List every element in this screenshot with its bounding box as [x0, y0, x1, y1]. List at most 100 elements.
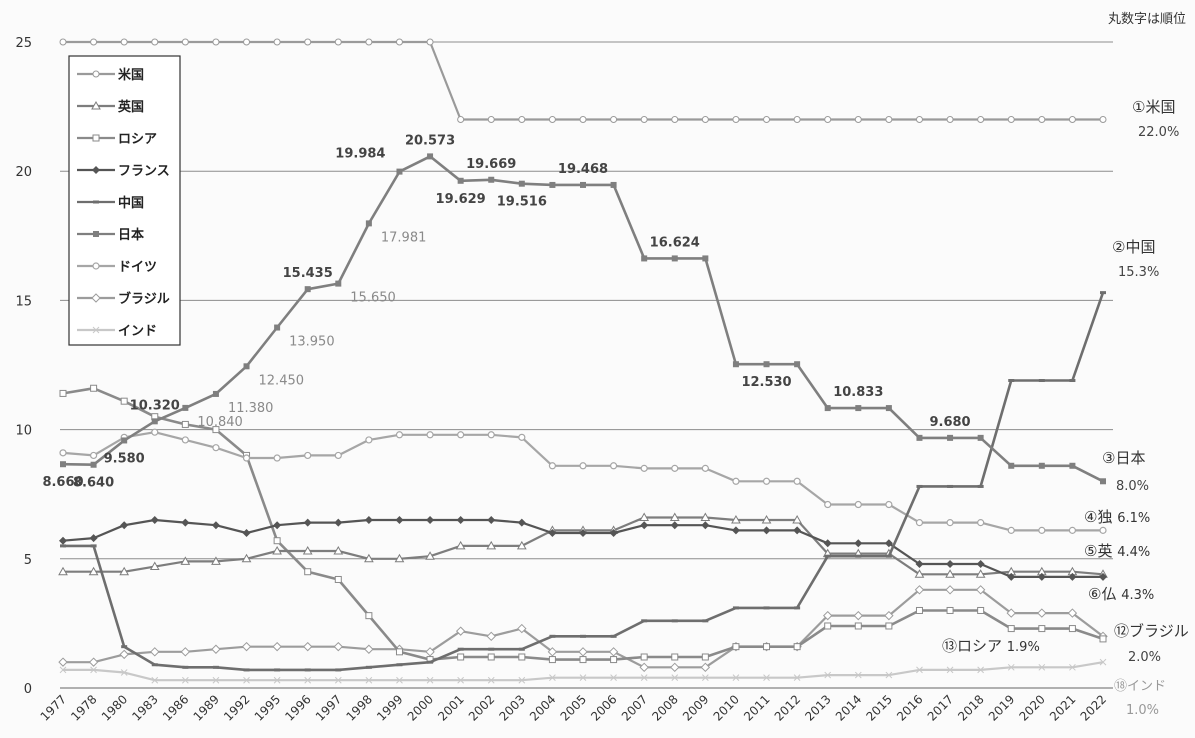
x-tick-label: 1997 — [313, 692, 344, 723]
data-point — [824, 500, 832, 509]
data-point — [333, 546, 344, 555]
data-point — [609, 528, 618, 537]
japan-data-label: 11.380 — [228, 401, 273, 416]
data-point — [701, 464, 709, 472]
data-point — [977, 434, 984, 441]
data-point — [671, 464, 679, 472]
data-point — [60, 544, 66, 548]
data-point-stroke — [365, 676, 373, 684]
data-point — [365, 38, 373, 46]
data-point — [457, 653, 465, 661]
data-point — [824, 622, 832, 630]
data-point — [1100, 478, 1106, 485]
data-point — [1038, 526, 1046, 534]
legend-label: 英国 — [117, 99, 144, 115]
data-point — [854, 622, 862, 630]
data-point — [487, 431, 495, 439]
data-point — [580, 634, 586, 638]
data-point — [59, 389, 67, 397]
data-point — [334, 676, 342, 684]
data-point — [549, 634, 556, 638]
x-tick-label: 2011 — [741, 692, 772, 723]
data-point — [456, 516, 465, 525]
data-point — [640, 521, 649, 530]
y-axis: 0 5 10 15 20 25 — [15, 36, 32, 697]
data-point — [303, 518, 312, 527]
data-point — [242, 528, 251, 537]
data-point — [427, 660, 434, 664]
x-tick-label: 2008 — [649, 692, 680, 723]
data-point — [90, 544, 97, 548]
x-tick-label: 2020 — [1016, 692, 1047, 723]
data-point — [120, 669, 128, 676]
data-point-stroke — [304, 676, 312, 684]
data-point — [211, 521, 220, 530]
data-point — [365, 676, 373, 684]
data-point-stroke — [732, 674, 740, 682]
data-point — [884, 610, 894, 621]
data-point — [89, 451, 98, 460]
data-point — [731, 526, 740, 535]
data-point — [88, 657, 99, 667]
data-point — [1099, 658, 1107, 666]
rank-label-米国: ①米国 — [1132, 98, 1175, 116]
rank-name: ⑥仏 — [1088, 585, 1121, 603]
series-line — [63, 40, 1103, 121]
data-point-stroke — [181, 676, 189, 684]
japan-data-label: 10.840 — [197, 415, 243, 430]
data-point — [885, 554, 892, 558]
data-point — [1008, 379, 1015, 383]
data-point — [763, 116, 771, 124]
data-point — [487, 653, 495, 661]
data-point — [823, 539, 832, 548]
x-tick-label: 1995 — [252, 692, 283, 723]
data-point — [824, 554, 831, 558]
data-point — [1099, 572, 1107, 581]
japan-data-label: 15.435 — [283, 266, 333, 281]
data-point — [120, 38, 128, 46]
japan-data-label: 12.530 — [741, 375, 791, 390]
data-point — [762, 526, 771, 535]
data-point — [1069, 379, 1076, 383]
x-tick-label: 2015 — [864, 692, 895, 723]
x-tick-label: 2003 — [496, 692, 527, 723]
series-インド — [59, 658, 1107, 684]
data-point — [885, 116, 893, 124]
data-point — [977, 519, 985, 527]
legend-label: フランス — [118, 164, 170, 179]
data-point-stroke — [59, 666, 67, 674]
x-tick-label: 2017 — [925, 692, 956, 723]
data-point — [1038, 379, 1045, 383]
data-point — [1038, 462, 1045, 469]
data-point — [150, 516, 159, 525]
grid — [60, 41, 1113, 689]
data-point-stroke — [977, 666, 985, 674]
x-tick-label: 1980 — [99, 692, 130, 723]
data-point-stroke — [396, 676, 403, 684]
data-point — [59, 449, 67, 457]
legend-item-ロシア: ロシア — [77, 132, 157, 147]
x-tick-label: 1998 — [344, 692, 375, 723]
data-point — [242, 454, 251, 462]
data-point — [946, 519, 954, 527]
data-point — [273, 454, 281, 462]
data-point — [763, 674, 770, 682]
data-point — [609, 462, 618, 470]
data-point — [212, 665, 219, 669]
data-point — [1038, 116, 1046, 124]
japan-data-label: 17.981 — [381, 230, 427, 245]
x-tick-label: 2009 — [680, 692, 711, 723]
data-point — [670, 521, 679, 530]
rank-name: ⑬ロシア — [942, 637, 1007, 655]
data-point — [640, 674, 648, 682]
x-tick-label: 2014 — [833, 692, 864, 723]
data-point — [732, 606, 739, 610]
data-point — [855, 554, 862, 558]
data-point — [763, 606, 770, 610]
data-point — [93, 231, 99, 237]
x-tick-label: 2016 — [894, 692, 925, 723]
data-point — [884, 539, 893, 548]
data-point — [151, 38, 159, 46]
japan-data-label: 19.468 — [558, 162, 608, 177]
